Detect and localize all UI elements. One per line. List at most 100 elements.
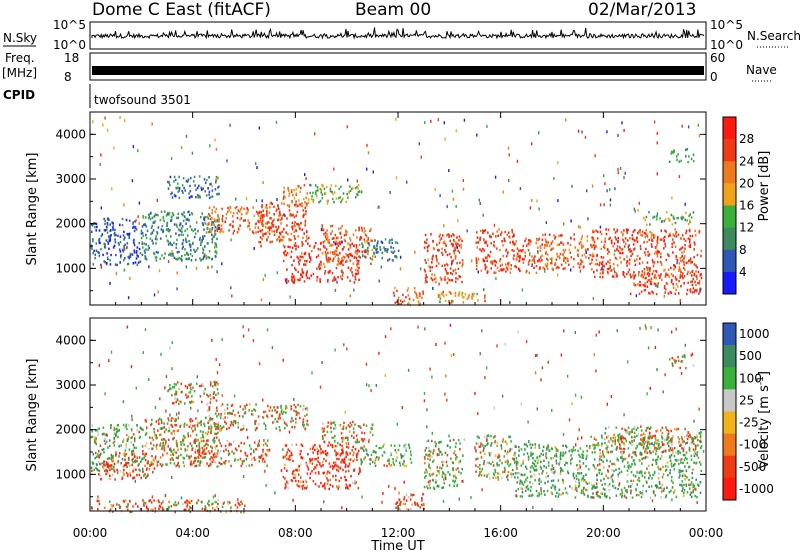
range-cell — [563, 258, 565, 261]
range-cell — [176, 444, 178, 447]
range-cell — [384, 238, 387, 241]
range-cell — [623, 240, 625, 243]
range-cell — [133, 251, 136, 254]
range-cell — [124, 454, 126, 457]
range-cell — [544, 269, 546, 273]
range-cell — [312, 479, 315, 483]
range-cell — [404, 502, 407, 506]
range-cell — [615, 275, 618, 278]
range-cell — [181, 441, 184, 444]
range-cell — [251, 458, 253, 461]
range-cell — [304, 407, 307, 411]
range-cell — [419, 302, 421, 306]
range-cell — [582, 462, 585, 465]
range-cell — [422, 292, 424, 295]
range-cell — [173, 432, 176, 435]
range-cell — [429, 486, 431, 490]
range-cell — [157, 290, 159, 294]
range-cell — [144, 458, 147, 462]
range-cell — [580, 472, 583, 475]
range-cell — [680, 270, 682, 274]
range-cell — [132, 449, 135, 453]
range-cell — [489, 250, 492, 254]
range-cell — [127, 473, 129, 476]
range-cell — [427, 446, 430, 449]
range-cell — [168, 426, 170, 429]
range-cell — [188, 391, 190, 394]
range-cell — [671, 223, 674, 226]
range-cell — [653, 444, 655, 447]
range-cell — [641, 474, 644, 477]
range-cell — [241, 428, 244, 431]
range-cell — [327, 251, 329, 255]
range-cell — [347, 253, 349, 257]
range-cell — [356, 438, 359, 441]
range-cell — [340, 437, 343, 440]
range-cell — [352, 453, 354, 457]
range-cell — [187, 253, 189, 256]
range-cell — [152, 463, 154, 466]
range-cell — [173, 223, 176, 226]
range-cell — [452, 243, 455, 246]
range-cell — [125, 423, 128, 426]
range-cell — [246, 403, 248, 407]
range-cell — [458, 294, 460, 297]
range-cell — [407, 496, 410, 499]
range-cell — [358, 266, 360, 270]
range-cell — [639, 257, 641, 260]
range-cell — [200, 186, 202, 189]
range-cell — [497, 456, 499, 459]
range-cell — [106, 465, 109, 468]
range-cell — [643, 273, 645, 276]
range-cell — [660, 229, 663, 232]
range-cell — [528, 271, 531, 274]
range-cell — [685, 148, 687, 152]
range-cell — [458, 235, 461, 238]
range-cell — [331, 445, 334, 449]
range-cell — [124, 257, 126, 260]
range-cell — [543, 465, 545, 468]
range-cell — [545, 250, 547, 254]
range-cell — [320, 263, 322, 267]
range-cell — [129, 474, 132, 477]
range-cell — [305, 480, 308, 484]
range-cell — [427, 258, 429, 262]
range-cell — [192, 401, 195, 404]
range-cell — [257, 442, 260, 445]
range-cell — [245, 212, 248, 215]
range-cell — [266, 230, 269, 234]
range-cell — [361, 242, 363, 245]
range-cell — [431, 439, 433, 443]
range-cell — [271, 202, 273, 206]
range-cell — [292, 459, 294, 463]
range-cell — [232, 232, 235, 235]
range-cell — [183, 425, 186, 428]
range-cell — [309, 260, 311, 264]
range-cell — [486, 439, 488, 442]
range-cell — [545, 452, 547, 455]
range-cell — [458, 244, 461, 247]
range-cell — [171, 432, 174, 435]
range-cell — [333, 276, 336, 279]
range-cell — [215, 175, 218, 179]
range-cell — [594, 245, 596, 248]
range-cell — [148, 447, 150, 451]
range-cell — [184, 402, 186, 405]
range-cell — [524, 448, 526, 451]
range-cell — [502, 244, 504, 247]
range-cell — [435, 485, 438, 489]
range-cell — [441, 486, 443, 490]
range-cell — [339, 252, 341, 255]
range-cell — [240, 206, 243, 209]
range-cell — [328, 259, 331, 262]
range-cell — [94, 256, 96, 260]
range-cell — [124, 426, 126, 430]
range-cell — [558, 234, 560, 238]
range-cell — [142, 428, 144, 432]
range-cell — [169, 387, 171, 390]
range-cell — [98, 469, 101, 473]
range-cell — [135, 468, 137, 471]
range-cell — [358, 259, 360, 263]
range-cell — [216, 452, 219, 455]
range-cell — [273, 420, 275, 424]
